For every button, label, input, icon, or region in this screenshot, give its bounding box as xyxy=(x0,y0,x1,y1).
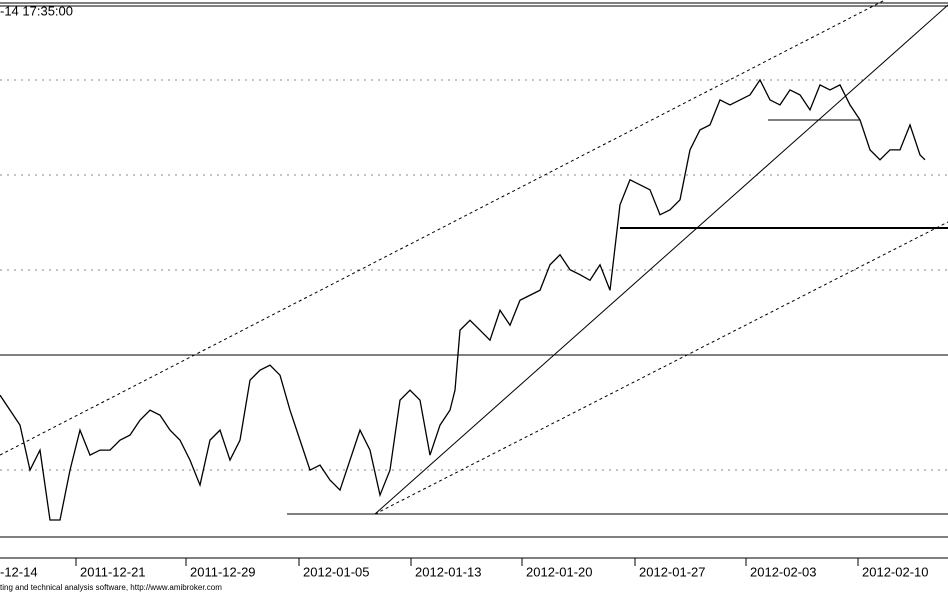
price-line xyxy=(0,78,926,521)
x-tick-label: 2011-12-21 xyxy=(80,564,146,579)
trend-line xyxy=(0,0,886,456)
x-tick-label: 2012-02-10 xyxy=(862,564,929,579)
x-tick-label: 2012-01-27 xyxy=(639,564,706,579)
layout-lines xyxy=(0,0,948,559)
x-tick-label: 2011-12-29 xyxy=(190,564,256,579)
trend-line xyxy=(374,221,948,515)
x-tick-label: 2012-01-20 xyxy=(526,564,593,579)
trend-line xyxy=(374,4,948,515)
footer-text: ting and technical analysis software, ht… xyxy=(0,583,222,592)
header-text: -14 17:35:00 xyxy=(0,3,73,18)
x-tick-label: 2012-01-05 xyxy=(303,564,370,579)
x-tick-label: -12-14 xyxy=(0,564,38,579)
x-tick-label: 2012-01-13 xyxy=(415,564,482,579)
x-tick-label: 2012-02-03 xyxy=(750,564,817,579)
